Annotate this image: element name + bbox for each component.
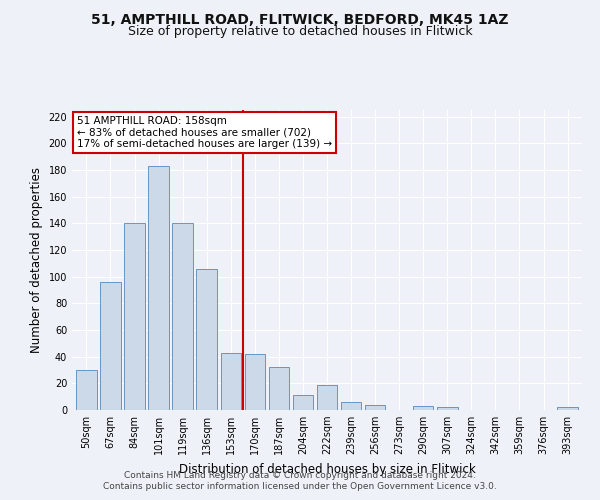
X-axis label: Distribution of detached houses by size in Flitwick: Distribution of detached houses by size … <box>179 462 475 475</box>
Bar <box>413 406 433 410</box>
Y-axis label: Number of detached properties: Number of detached properties <box>30 167 43 353</box>
Text: 51 AMPTHILL ROAD: 158sqm
← 83% of detached houses are smaller (702)
17% of semi-: 51 AMPTHILL ROAD: 158sqm ← 83% of detach… <box>77 116 332 149</box>
Bar <box>76 370 97 410</box>
Bar <box>196 268 217 410</box>
Bar <box>317 384 337 410</box>
Bar <box>221 352 241 410</box>
Bar <box>172 224 193 410</box>
Text: Contains public sector information licensed under the Open Government Licence v3: Contains public sector information licen… <box>103 482 497 491</box>
Bar <box>293 396 313 410</box>
Bar <box>148 166 169 410</box>
Text: Size of property relative to detached houses in Flitwick: Size of property relative to detached ho… <box>128 25 472 38</box>
Bar <box>341 402 361 410</box>
Bar <box>124 224 145 410</box>
Bar <box>100 282 121 410</box>
Text: 51, AMPTHILL ROAD, FLITWICK, BEDFORD, MK45 1AZ: 51, AMPTHILL ROAD, FLITWICK, BEDFORD, MK… <box>91 12 509 26</box>
Text: Contains HM Land Registry data © Crown copyright and database right 2024.: Contains HM Land Registry data © Crown c… <box>124 471 476 480</box>
Bar <box>365 404 385 410</box>
Bar <box>245 354 265 410</box>
Bar <box>269 368 289 410</box>
Bar <box>557 408 578 410</box>
Bar <box>437 408 458 410</box>
